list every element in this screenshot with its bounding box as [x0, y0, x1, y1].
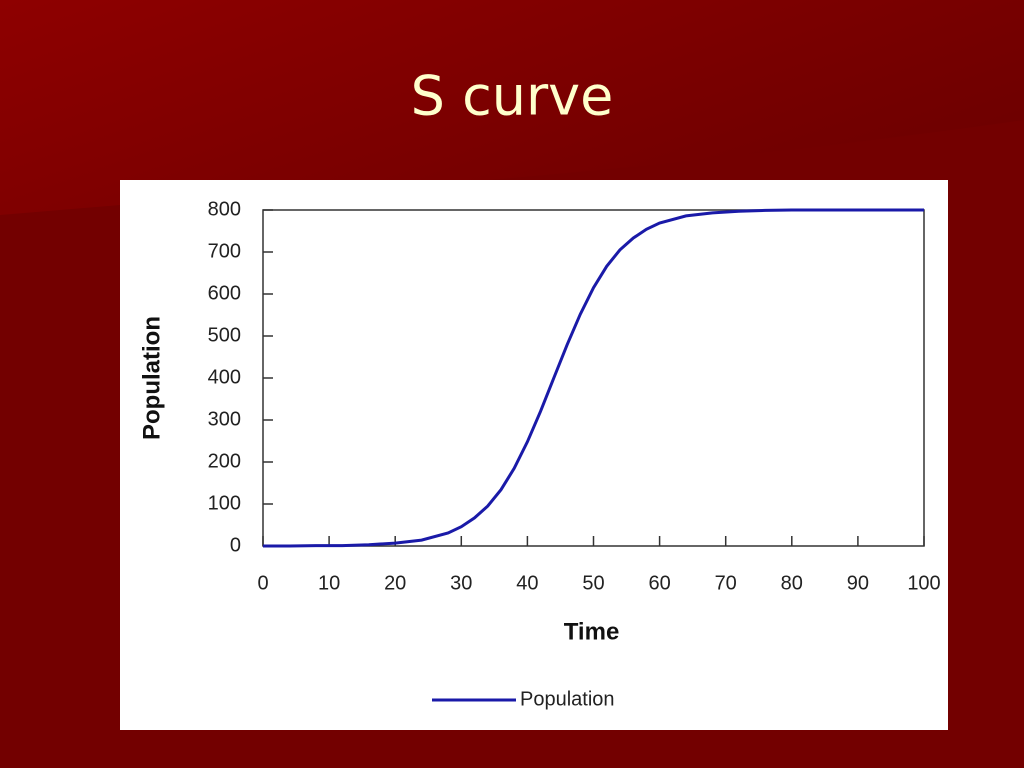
y-tick-label: 600: [208, 282, 241, 304]
y-tick-label: 200: [208, 450, 241, 472]
y-tick-label: 0: [230, 534, 241, 556]
slide-title: S curve: [411, 65, 614, 128]
x-tick-label: 40: [516, 572, 538, 594]
x-tick-label: 80: [781, 572, 803, 594]
background-highlight: [0, 0, 1024, 215]
data-line: [263, 208, 924, 548]
x-tick-label: 60: [648, 572, 670, 594]
x-tick-label: 0: [257, 572, 268, 594]
y-tick-label: 500: [208, 324, 241, 346]
y-tick-label: 400: [208, 366, 241, 388]
y-tick-label: 100: [208, 492, 241, 514]
x-tick-label: 90: [847, 572, 869, 594]
x-tick-label: 30: [450, 572, 472, 594]
x-axis-title: Time: [564, 618, 620, 645]
x-tick-label: 20: [384, 572, 406, 594]
chart-panel: [120, 180, 948, 730]
x-tick-label: 50: [582, 572, 604, 594]
y-tick-label: 300: [208, 408, 241, 430]
x-tick-label: 10: [318, 572, 340, 594]
chart: 0 100 200 300 400 500 600 700 800 0 10 20 30 40 50 60 70…: [138, 198, 940, 710]
y-tick-label: 700: [208, 240, 241, 262]
legend-label: Population: [520, 688, 615, 710]
x-tick-label: 100: [907, 572, 940, 594]
x-tick-label: 70: [715, 572, 737, 594]
y-axis-title: Population: [138, 316, 165, 440]
y-tick-label: 800: [208, 198, 241, 220]
